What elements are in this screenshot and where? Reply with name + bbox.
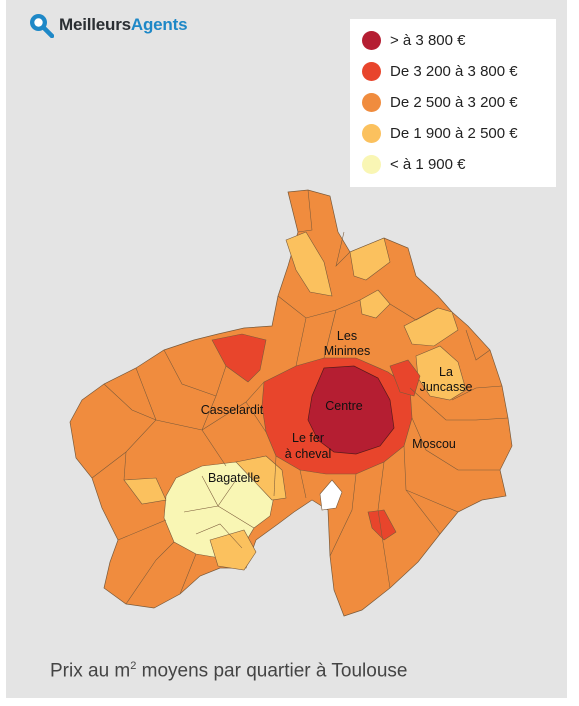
zone-north-light-2 [349, 237, 391, 281]
zone-juncasse [415, 345, 467, 401]
district-label-bagatelle: Bagatelle [208, 471, 260, 485]
zone-north-light [285, 231, 333, 297]
legend-item: De 2 500 à 3 200 € [362, 89, 518, 115]
legend-label: De 3 200 à 3 800 € [390, 62, 518, 80]
price-legend: > à 3 800 € De 3 200 à 3 800 € De 2 500 … [350, 19, 556, 187]
legend-swatch-3 [362, 123, 381, 143]
legend-swatch-2 [362, 92, 381, 112]
district-label-centre: Centre [325, 399, 363, 413]
zone-centre-darkred [307, 365, 395, 455]
zone-no-data [319, 479, 343, 511]
brand-name-part2: Agents [130, 15, 188, 34]
caption-before: Prix au m [50, 660, 131, 682]
legend-label: De 2 500 à 3 200 € [390, 93, 518, 111]
district-label-juncasse-1: La [439, 365, 453, 379]
legend-label: > à 3 800 € [390, 31, 466, 49]
map-caption: Prix au m2 moyens par quartier à Toulous… [50, 660, 407, 682]
brand-name-part1: Meilleurs [59, 15, 131, 34]
district-label-casselardit: Casselardit [201, 403, 264, 417]
legend-item: > à 3 800 € [362, 27, 465, 53]
zone-south-red [367, 509, 397, 541]
zone-east-light [359, 289, 391, 319]
legend-label: < à 1 900 € [390, 155, 466, 173]
district-label-ferachevel-1: Le fer [292, 431, 324, 445]
district-borders [91, 189, 509, 605]
legend-swatch-0 [362, 30, 381, 50]
legend-item: De 3 200 à 3 800 € [362, 58, 518, 84]
legend-item: De 1 900 à 2 500 € [362, 120, 518, 146]
zone-east-red [389, 359, 421, 397]
zone-w-mid [123, 477, 167, 505]
legend-swatch-4 [362, 154, 381, 174]
toulouse-price-map: Les Minimes La Juncasse Casselardit Cent… [69, 189, 513, 617]
brand-name: MeilleursAgents [59, 15, 188, 35]
legend-swatch-1 [362, 61, 381, 81]
legend-label: De 1 900 à 2 500 € [390, 124, 518, 142]
district-label-ferachevel-2: à cheval [285, 447, 332, 461]
search-icon [30, 14, 54, 38]
map-frame: MeilleursAgents [6, 0, 567, 698]
district-label-juncasse-2: Juncasse [420, 380, 473, 394]
district-label-minimes-2: Minimes [324, 344, 371, 358]
caption-after: moyens par quartier à Toulouse [136, 660, 408, 682]
brand-logo[interactable]: MeilleursAgents [28, 10, 188, 40]
district-label-moscou: Moscou [412, 437, 456, 451]
zone-bagatelle-mid [235, 455, 287, 501]
district-label-minimes-1: Les [337, 329, 357, 343]
zone-sw-mid [209, 529, 257, 571]
legend-item: < à 1 900 € [362, 151, 465, 177]
caption-sup: 2 [130, 660, 137, 672]
